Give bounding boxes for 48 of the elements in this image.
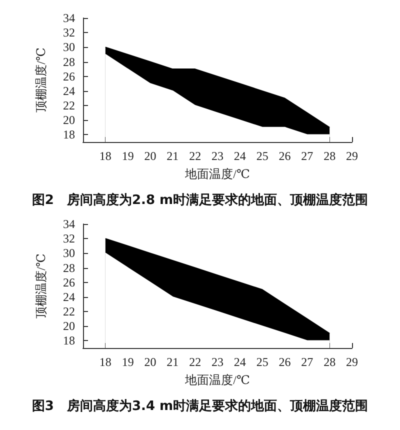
x-tick-label: 18 bbox=[99, 149, 112, 163]
x-axis-title: 地面温度/℃ bbox=[184, 167, 250, 181]
y-tick-label: 24 bbox=[63, 84, 75, 98]
x-tick-label: 22 bbox=[189, 149, 202, 163]
x-tick-label: 24 bbox=[234, 149, 246, 163]
x-tick-label: 20 bbox=[144, 355, 156, 369]
x-tick-label: 26 bbox=[278, 355, 291, 369]
x-tick-label: 28 bbox=[324, 149, 336, 163]
y-tick-label: 28 bbox=[63, 54, 75, 69]
y-tick-label: 22 bbox=[63, 304, 75, 319]
x-tick-label: 29 bbox=[346, 149, 358, 163]
x-axis-title: 地面温度/℃ bbox=[184, 373, 250, 387]
text: 图3 房间高度为3.4 m时满足要求的地面、顶棚温度范围 bbox=[32, 398, 368, 414]
y-tick-label: 26 bbox=[63, 275, 75, 290]
x-tick-label: 21 bbox=[166, 355, 179, 369]
y-tick-label: 18 bbox=[63, 128, 75, 142]
y-tick-label: 20 bbox=[63, 113, 75, 128]
y-tick-label: 20 bbox=[63, 319, 75, 334]
x-tick-label: 21 bbox=[166, 149, 179, 163]
x-tick-label: 19 bbox=[122, 149, 134, 163]
x-tick-label: 23 bbox=[212, 355, 224, 369]
x-tick-label: 27 bbox=[301, 355, 314, 369]
text: 图2 房间高度为2.8 m时满足要求的地面、顶棚温度范围 bbox=[32, 192, 368, 208]
x-tick-label: 23 bbox=[212, 149, 224, 163]
x-tick-label: 19 bbox=[122, 355, 134, 369]
y-axis-title: 顶棚温度/℃ bbox=[34, 254, 48, 318]
y-tick-label: 18 bbox=[63, 334, 75, 348]
x-tick-label: 29 bbox=[346, 355, 358, 369]
x-tick-label: 18 bbox=[99, 355, 112, 369]
x-tick-label: 25 bbox=[256, 355, 268, 369]
y-tick-label: 26 bbox=[63, 69, 75, 84]
x-tick-label: 27 bbox=[301, 149, 314, 163]
y-tick-label: 34 bbox=[63, 217, 75, 231]
y-tick-label: 24 bbox=[63, 290, 75, 304]
y-tick-label: 30 bbox=[63, 40, 75, 54]
y-tick-label: 32 bbox=[63, 26, 75, 40]
x-tick-label: 22 bbox=[189, 355, 202, 369]
x-tick-label: 20 bbox=[144, 149, 156, 163]
x-tick-label: 26 bbox=[278, 149, 291, 163]
y-axis-title: 顶棚温度/℃ bbox=[34, 48, 48, 112]
x-tick-label: 25 bbox=[256, 149, 268, 163]
x-tick-label: 28 bbox=[324, 355, 336, 369]
y-tick-label: 30 bbox=[63, 246, 75, 260]
x-tick-label: 24 bbox=[234, 355, 246, 369]
y-tick-label: 32 bbox=[63, 232, 75, 246]
y-tick-label: 34 bbox=[63, 11, 75, 25]
y-tick-label: 28 bbox=[63, 260, 75, 275]
y-tick-label: 22 bbox=[63, 98, 75, 113]
